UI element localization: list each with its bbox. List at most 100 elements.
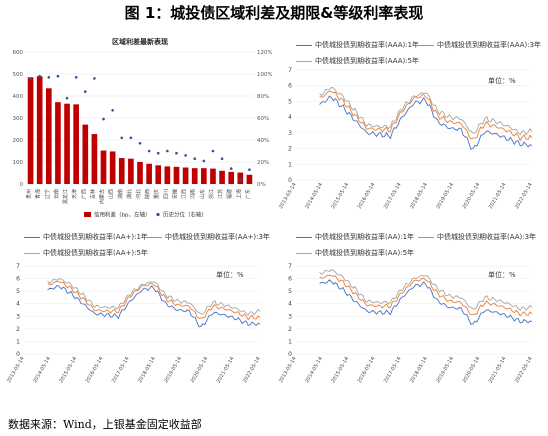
y-tick-right: 80% [257,94,269,100]
category-label: 吉林 [89,189,96,199]
y-tick-left: 500 [13,72,24,78]
series-line [47,284,261,328]
figure-title: 图 1：城投债区域利差及期限&等级利率表现 [124,4,424,22]
percentile-point [175,151,178,155]
spread-bar [237,172,244,184]
y-tick: 6 [16,276,20,283]
category-label: 河南 [190,189,197,199]
category-label: 湖北 [126,189,133,199]
y-tick: 3 [288,130,292,137]
chart-title: 区域利差最新表现 [112,37,168,46]
y-tick: 0 [288,177,292,184]
percentile-point [229,167,233,170]
category-label: 青海 [35,189,42,199]
y-tick: 2 [16,326,20,333]
x-tick: 2013-05-14 [278,356,298,384]
category-label: 重庆 [153,189,160,199]
y-tick: 4 [288,114,292,121]
y-tick-right: 120% [257,50,272,56]
y-tick: 5 [288,288,292,295]
series-line [319,95,533,150]
y-tick: 7 [16,263,20,270]
category-label: 上海 [235,189,242,199]
x-tick: 2016-05-14 [357,182,377,210]
x-tick: 2017-05-14 [111,356,131,384]
percentile-point [166,149,169,153]
y-tick: 7 [288,67,292,74]
regional-spread-chart: 区域利差最新表现 0 100 200 300 400 500 600 0% 20% 40% 60% 80… [6,30,273,224]
y-tick: 0 [16,351,20,358]
spread-bar [201,168,207,184]
y-tick-left: 200 [13,138,24,144]
y-tick: 1 [288,338,292,345]
percentile-point [184,154,187,157]
percentile-point [47,76,51,79]
y-tick: 1 [288,161,292,168]
regional-spread-svg: 区域利差最新表现 0 100 200 300 400 500 600 0% 20% 40% 60% 80… [13,37,273,219]
aaa-yield-svg: 0 1 2 3 4 5 6 7 2013-05-14 2014-05-14 2015-05-14 20… [278,67,534,210]
unit-label: 单位：% [488,271,516,279]
legend-percentile: 历史分位（右轴） [163,211,207,219]
x-tick: 2013-05-14 [278,182,298,210]
aa-yield-svg: 0 1 2 3 4 5 6 7 2013-05-14 2014-05-14 2015-05-14 20… [278,263,534,384]
x-tick: 2018-05-14 [409,356,429,384]
y-tick: 5 [288,98,292,105]
x-tick: 2018-05-14 [409,182,429,210]
series-line [319,279,533,325]
x-tick: 2016-05-14 [357,356,377,384]
legend-aaa-5y: 中债城投债到期收益率(AAA):5年 [296,56,419,66]
category-label: 内蒙古 [99,189,106,204]
series-line [319,86,533,136]
x-tick: 2018-05-14 [137,356,157,384]
x-tick: 2017-05-14 [383,356,403,384]
y-tick-left: 0 [20,182,24,188]
y-tick: 3 [288,313,292,320]
percentile-point [193,157,197,160]
spread-bar [45,88,52,184]
legend-aa-1y: 中债城投债到期收益率(AA):1年 [296,232,414,242]
spread-bar [109,151,116,184]
x-tick: 2019-05-14 [435,182,455,210]
unit-label: 单位：% [488,77,516,85]
legend-aaa-3y: 中债城投债到期收益率(AAA):3年 [418,40,541,50]
spread-bar [73,104,79,184]
spread-bar [228,171,235,184]
series-line [319,274,533,317]
aaa-yield-chart: 中债城投债到期收益率(AAA):1年 中债城投债到期收益率(AAA):3年 中债… [278,30,544,224]
legend-aaplus-3y: 中债城投债到期收益率(AA+):3年 [146,232,270,242]
spread-bar [100,150,107,184]
percentile-point [220,157,224,160]
x-tick: 2019-05-14 [163,356,183,384]
percentile-point [248,168,251,171]
y-tick-right: 60% [257,116,269,122]
percentile-point [56,74,60,78]
category-label: 四川 [163,189,169,199]
percentile-point [38,74,41,78]
series-line [319,269,533,311]
percentile-point [29,77,32,80]
x-tick: 2014-05-14 [32,356,52,384]
legend-swatch-spread [84,212,91,217]
unit-label: 单位：% [216,271,244,279]
y-tick-left: 100 [13,160,24,166]
y-tick-left: 400 [13,94,24,100]
percentile-point [239,178,242,181]
percentile-point [147,149,151,153]
category-label: 江苏 [217,189,224,199]
category-label: 河北 [135,189,142,199]
legend-aaplus-1y: 中债城投债到期收益率(AA+):1年 [24,232,148,242]
spread-bar [146,163,152,184]
x-tick: 2021-05-14 [216,356,236,384]
percentile-point [156,151,160,155]
x-tick: 2022-05-14 [514,356,534,384]
source-note: 数据来源：Wind，上银基金固定收益部 [8,418,202,431]
x-tick: 2021-05-14 [488,356,508,384]
x-tick: 2019-05-14 [435,356,455,384]
aaplus-yield-svg: 0 1 2 3 4 5 6 7 2013-05-14 2014-05-14 2015-05-14 20… [6,263,262,384]
legend-aaa-1y: 中债城投债到期收益率(AAA):1年 [296,40,419,50]
spread-bar [155,165,162,184]
category-label: 安徽 [171,189,178,199]
category-label: 云南 [53,189,60,199]
legend-marker-percentile [156,212,160,217]
x-tick: 2022-05-14 [242,356,262,384]
